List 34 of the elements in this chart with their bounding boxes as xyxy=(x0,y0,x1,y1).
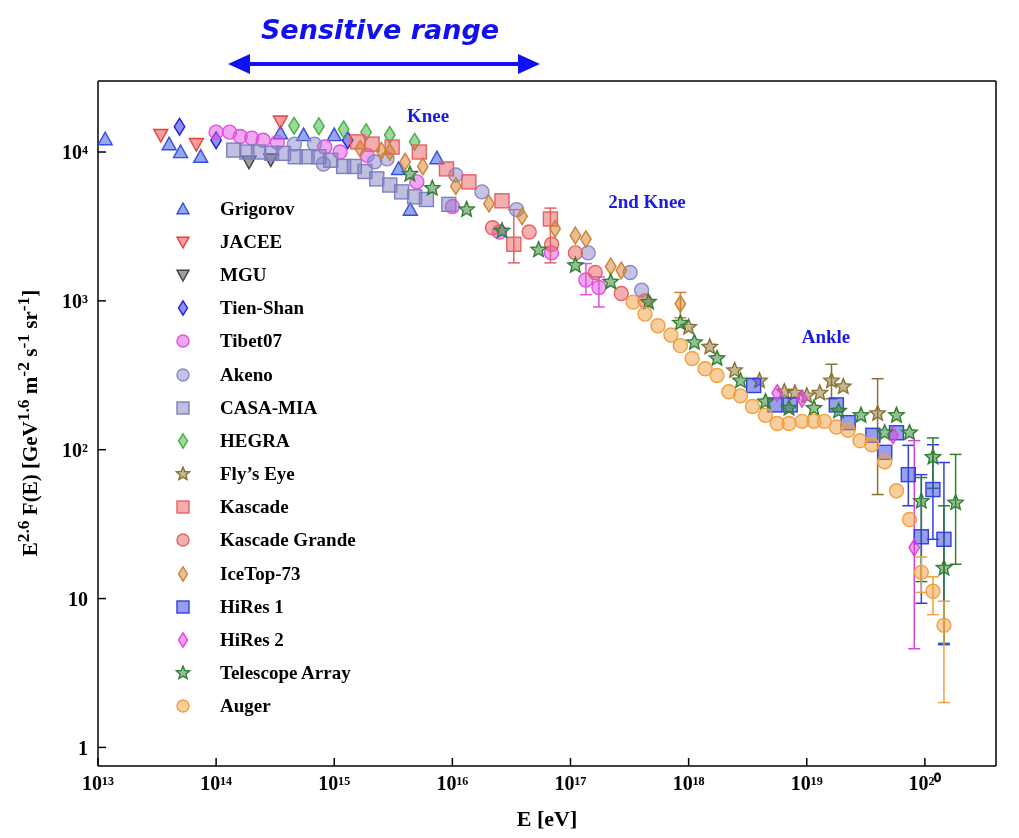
legend-label: Tibet07 xyxy=(220,330,282,353)
legend-label: HEGRA xyxy=(220,429,290,452)
legend-label: HiRes 1 xyxy=(220,595,284,618)
legend-label: CASA-MIA xyxy=(220,396,318,419)
x-tick-label: 10¹⁴ xyxy=(200,772,233,795)
x-axis-title: E [eV] xyxy=(516,806,578,831)
legend-label: Auger xyxy=(220,695,271,718)
annotation: 2nd Knee xyxy=(607,191,687,213)
legend-label: Tien-Shan xyxy=(220,297,305,320)
y-tick-label: 10³ xyxy=(62,289,88,312)
legend-label: MGU xyxy=(220,263,267,286)
legend-label: JACEE xyxy=(220,230,283,253)
x-tick-label: 10¹⁸ xyxy=(672,772,705,795)
legend-label: Kascade Grande xyxy=(220,529,356,552)
legend-label: Telescope Array xyxy=(220,662,351,685)
x-tick-label: 10¹⁹ xyxy=(790,772,823,795)
text: Sensitive range xyxy=(259,14,501,45)
y-tick-label: 10 xyxy=(68,587,88,610)
x-tick-label: 10¹⁶ xyxy=(436,772,469,795)
legend-label: Akeno xyxy=(220,363,273,386)
legend-label: Grigorov xyxy=(220,197,295,220)
annotation: Ankle xyxy=(800,326,852,348)
x-tick-label: 10¹³ xyxy=(82,772,114,795)
y-tick-label: 10⁴ xyxy=(62,141,88,164)
legend-label: IceTop-73 xyxy=(220,562,301,585)
x-tick-label: 10²⁰ xyxy=(908,772,942,795)
y-tick-label: 10² xyxy=(62,438,88,461)
legend-label: Fly’s Eye xyxy=(220,463,295,486)
x-tick-label: 10¹⁷ xyxy=(554,772,587,795)
y-tick-label: 1 xyxy=(78,736,88,759)
annotation: Knee xyxy=(405,105,451,127)
legend-label: HiRes 2 xyxy=(220,629,284,652)
legend-label: Kascade xyxy=(220,496,289,519)
x-tick-label: 10¹⁵ xyxy=(318,772,351,795)
